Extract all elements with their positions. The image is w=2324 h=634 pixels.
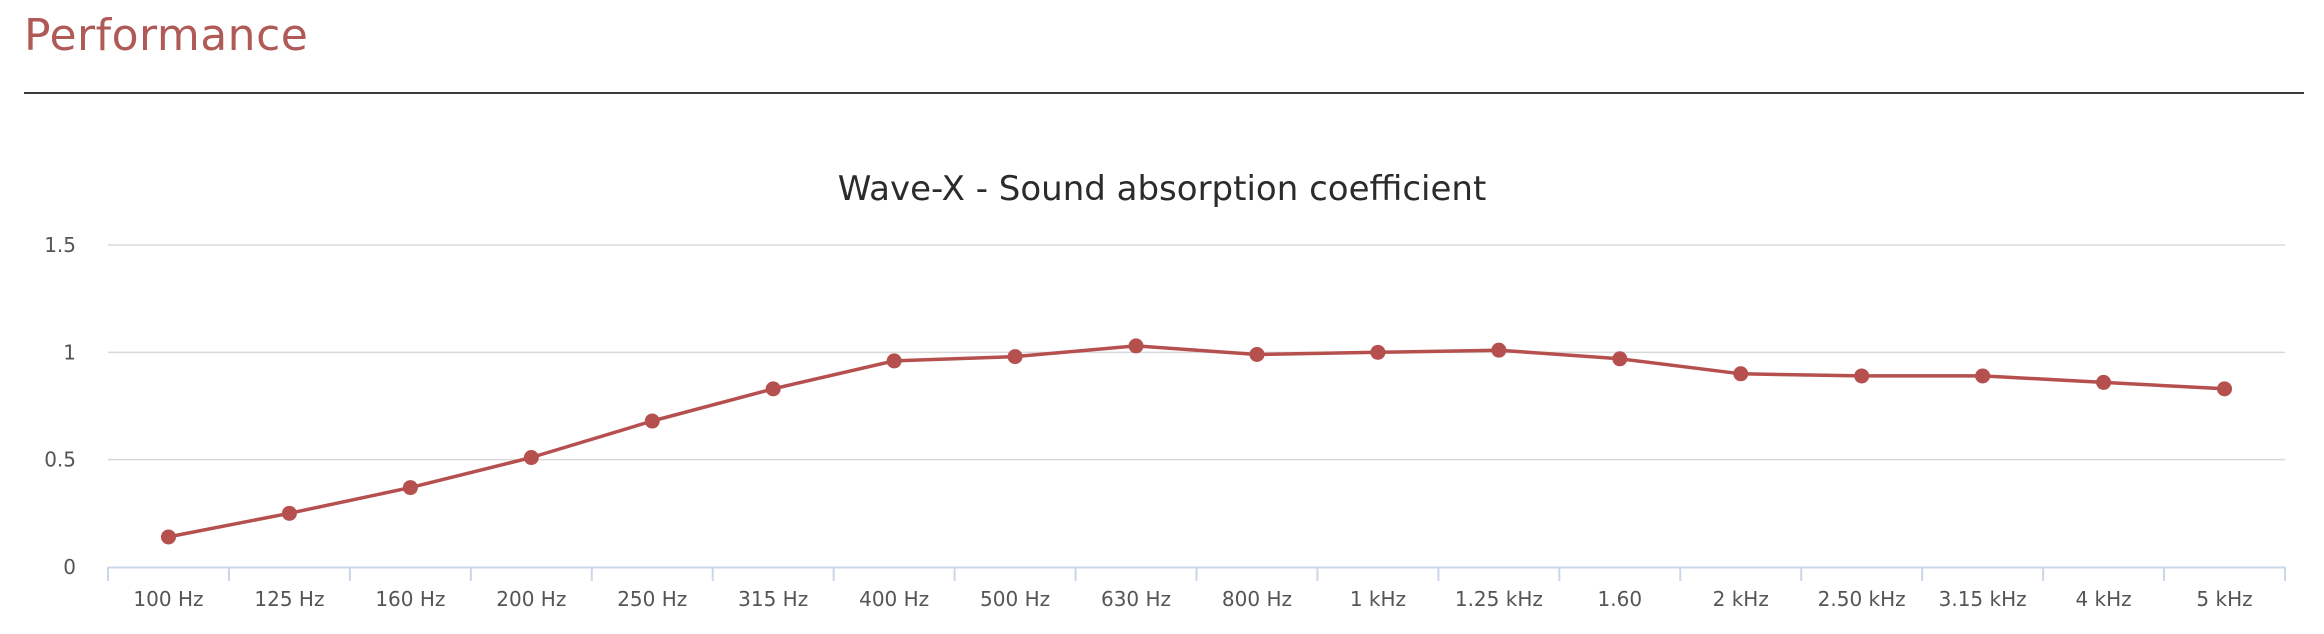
y-tick-label: 0.5 (44, 448, 76, 472)
data-point[interactable] (1128, 338, 1144, 354)
data-point[interactable] (2096, 374, 2112, 390)
page-header: Performance (24, 0, 2304, 94)
y-axis: 0 0.5 1 1.5 (44, 233, 76, 579)
x-tick-label: 250 Hz (617, 587, 687, 611)
x-tick-label: 4 kHz (2075, 587, 2131, 611)
x-tick-label: 125 Hz (254, 587, 324, 611)
data-point[interactable] (1007, 349, 1023, 365)
data-point[interactable] (281, 505, 297, 521)
x-tick-label: 1.25 kHz (1455, 587, 1543, 611)
chart-title: Wave-X - Sound absorption coefficient (838, 169, 1487, 209)
series-line (166, 344, 2227, 539)
data-point[interactable] (523, 450, 539, 466)
x-tick-label: 2.50 kHz (1818, 587, 1906, 611)
x-tick-label: 315 Hz (738, 587, 808, 611)
data-point[interactable] (2217, 381, 2233, 397)
data-point[interactable] (1854, 368, 1870, 384)
data-point[interactable] (1249, 346, 1265, 362)
x-tick-label: 1 kHz (1350, 587, 1406, 611)
data-point[interactable] (1491, 342, 1507, 358)
x-tick-label: 500 Hz (980, 587, 1050, 611)
x-tick-label: 160 Hz (375, 587, 445, 611)
data-point[interactable] (1733, 366, 1749, 382)
series-group (160, 338, 2233, 545)
y-tick-label: 0 (63, 555, 76, 579)
x-tick-label: 2 kHz (1713, 587, 1769, 611)
page-title: Performance (24, 10, 309, 61)
x-tick-label: 800 Hz (1222, 587, 1292, 611)
y-tick-label: 1 (63, 340, 76, 364)
x-tick-label: 5 kHz (2196, 587, 2252, 611)
line-chart: Wave-X - Sound absorption coefficient 00… (44, 169, 2286, 611)
data-point[interactable] (160, 529, 176, 545)
y-tick-label: 1.5 (44, 233, 76, 257)
x-tick-label: 400 Hz (859, 587, 929, 611)
grid-lines (108, 244, 2285, 461)
x-tick-label: 1.60 (1598, 587, 1643, 611)
data-point[interactable] (644, 413, 660, 429)
data-point[interactable] (1975, 368, 1991, 384)
x-axis: 100 Hz 125 Hz 160 Hz 200 Hz 250 Hz 315 Hz 400 … (107, 566, 2286, 611)
x-tick-label: 200 Hz (496, 587, 566, 611)
x-tick-label: 630 Hz (1101, 587, 1171, 611)
data-point[interactable] (402, 480, 418, 496)
data-point[interactable] (765, 381, 781, 397)
data-point[interactable] (1370, 344, 1386, 360)
data-point[interactable] (886, 353, 902, 369)
x-tick-label: 100 Hz (133, 587, 203, 611)
data-point[interactable] (1612, 351, 1628, 367)
x-tick-label: 3.15 kHz (1939, 587, 2027, 611)
